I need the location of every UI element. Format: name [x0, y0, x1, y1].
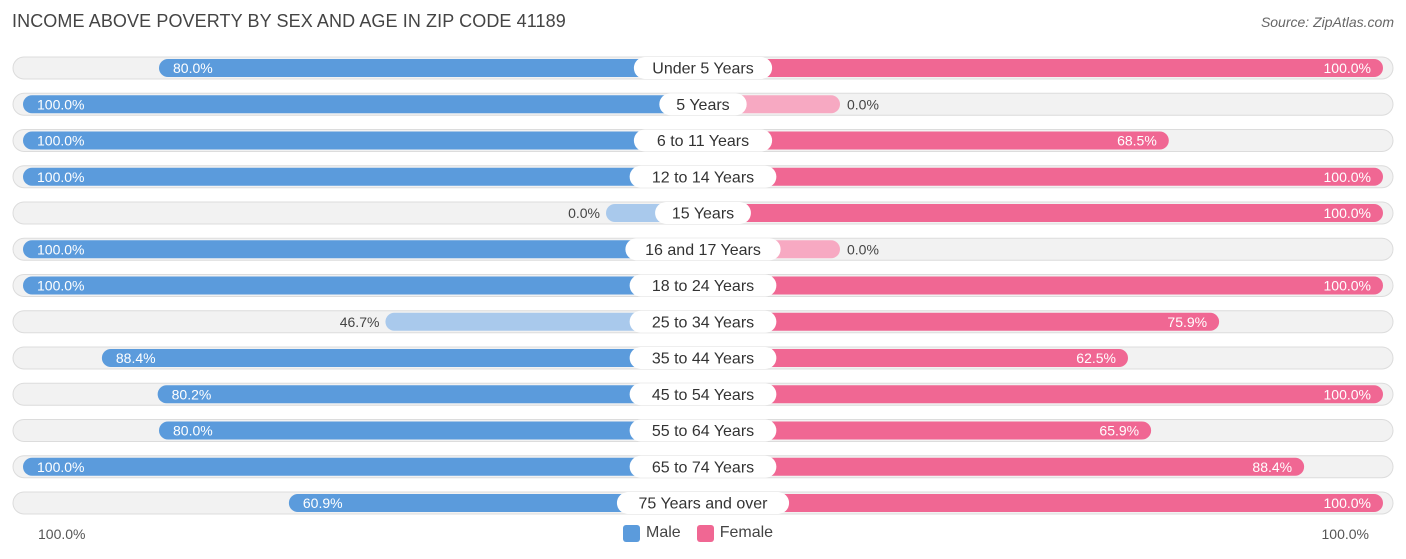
category-label: 25 to 34 Years — [652, 314, 754, 331]
male-bar — [101, 349, 703, 367]
female-value-label: 100.0% — [1324, 205, 1371, 221]
category-pill — [629, 310, 777, 333]
female-bar — [703, 385, 1383, 404]
category-pill — [655, 202, 751, 224]
female-value-label: 65.9% — [1099, 423, 1139, 439]
legend-label-female: Female — [719, 524, 774, 541]
category-label: 55 to 64 Years — [652, 423, 754, 440]
male-value-label: 100.0% — [37, 241, 84, 257]
chart-title: INCOME ABOVE POVERTY BY SEX AND AGE IN Z… — [12, 11, 566, 31]
legend-item-male: Male — [623, 524, 681, 542]
category-label: 35 to 44 Years — [652, 351, 754, 368]
female-value-label: 75.9% — [1167, 314, 1207, 330]
female-value-label: 0.0% — [847, 241, 879, 257]
male-bar — [23, 457, 703, 476]
legend-item-female: Female — [696, 524, 774, 542]
female-bar — [703, 457, 1305, 476]
female-value-label: 100.0% — [1324, 169, 1371, 185]
axis-right-label: 100.0% — [1321, 526, 1369, 542]
category-pill — [629, 419, 777, 442]
category-pill — [633, 57, 773, 79]
female-value-label: 100.0% — [1324, 386, 1371, 402]
category-label: 12 to 14 Years — [652, 169, 754, 186]
male-value-label: 88.4% — [116, 350, 156, 366]
male-bar — [288, 494, 703, 512]
category-label: 5 Years — [676, 97, 729, 114]
female-value-label: 100.0% — [1324, 60, 1371, 76]
category-label: Under 5 Years — [652, 61, 753, 78]
category-label: 15 Years — [672, 206, 734, 223]
category-label: 6 to 11 Years — [657, 133, 749, 150]
female-bar — [703, 312, 1220, 331]
male-bar — [23, 167, 703, 186]
legend-label-male: Male — [646, 524, 681, 541]
legend-swatch-female — [696, 524, 714, 542]
female-bar — [703, 276, 1383, 295]
category-pill — [625, 238, 781, 261]
female-value-label: 62.5% — [1076, 350, 1116, 366]
male-value-label: 100.0% — [37, 96, 84, 112]
male-value-label: 0.0% — [568, 205, 600, 221]
legend: Male Female — [623, 524, 789, 542]
male-value-label: 80.0% — [173, 60, 213, 76]
female-value-label: 88.4% — [1252, 459, 1292, 475]
male-bar — [385, 312, 703, 331]
category-label: 75 Years and over — [639, 496, 769, 513]
male-value-label: 80.2% — [172, 386, 212, 402]
female-value-label: 100.0% — [1324, 278, 1371, 294]
male-value-label: 100.0% — [37, 169, 84, 185]
category-pill — [629, 347, 777, 369]
legend-swatch-male — [623, 524, 640, 542]
male-bar — [159, 421, 703, 440]
male-bar — [23, 95, 703, 114]
male-bar — [159, 59, 703, 77]
chart-area: 80.0% 100.0% Under 5 Years 100.0% 0.0% 5 Year… — [12, 56, 1394, 515]
source-label: Source: ZipAtlas.com — [1260, 14, 1394, 30]
male-value-label: 100.0% — [37, 459, 84, 475]
male-value-label: 80.0% — [173, 423, 213, 439]
category-pill — [616, 492, 790, 514]
category-pill — [629, 165, 777, 188]
male-value-label: 100.0% — [37, 278, 84, 294]
category-label: 18 to 24 Years — [652, 278, 754, 295]
male-value-label: 46.7% — [340, 314, 380, 330]
male-bar — [23, 276, 703, 295]
male-bar — [157, 385, 703, 404]
category-label: 45 to 54 Years — [652, 387, 754, 404]
female-bar — [703, 204, 1383, 222]
male-value-label: 100.0% — [37, 133, 84, 149]
category-pill — [633, 129, 773, 152]
male-bar — [23, 240, 703, 259]
female-value-label: 100.0% — [1324, 495, 1371, 511]
category-pill — [659, 93, 747, 116]
category-pill — [629, 455, 777, 478]
female-bar — [703, 421, 1152, 440]
category-label: 65 to 74 Years — [652, 459, 754, 476]
male-bar — [23, 131, 703, 150]
female-bar — [703, 59, 1383, 77]
female-bar — [703, 131, 1169, 150]
axis-left-label: 100.0% — [38, 526, 86, 542]
female-bar — [703, 349, 1128, 367]
category-pill — [629, 383, 777, 406]
male-value-label: 60.9% — [303, 495, 343, 511]
category-label: 16 and 17 Years — [645, 242, 761, 259]
female-bar — [703, 494, 1383, 512]
female-value-label: 68.5% — [1117, 133, 1157, 149]
category-pill — [629, 274, 777, 297]
female-bar — [703, 167, 1383, 186]
female-value-label: 0.0% — [847, 96, 879, 112]
